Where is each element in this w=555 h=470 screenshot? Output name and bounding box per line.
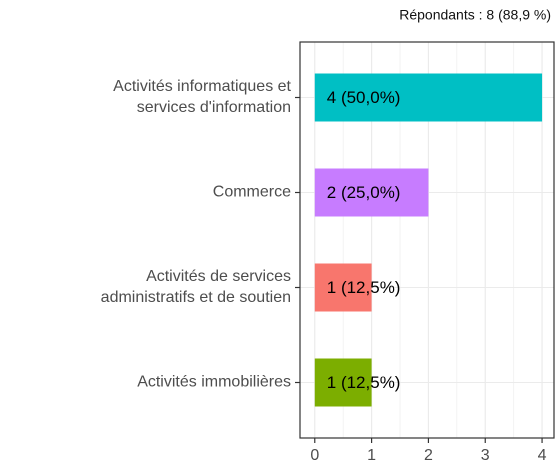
bar-value-label: 2 (25,0%) — [327, 183, 401, 202]
plot-border — [299, 41, 555, 439]
bar — [314, 168, 429, 217]
bar — [314, 263, 372, 312]
x-tick-label: 1 — [367, 447, 376, 464]
y-tick-label: Activités immobilières — [137, 374, 291, 391]
x-tick-label: 4 — [538, 447, 547, 464]
y-tick-label: Activités de services — [146, 268, 291, 285]
bar-value-label: 4 (50,0%) — [327, 88, 401, 107]
x-tick-label: 0 — [310, 447, 319, 464]
y-tick-label: services d'information — [137, 99, 291, 116]
y-tick-label: Activités informatiques et — [113, 78, 291, 95]
y-tick-label: administratifs et de soutien — [101, 289, 291, 306]
bar — [314, 358, 372, 407]
bar-value-label: 1 (12,5%) — [327, 278, 401, 297]
chart-subtitle: Répondants : 8 (88,9 %) — [399, 7, 551, 23]
x-tick-label: 2 — [424, 447, 433, 464]
x-tick-label: 3 — [481, 447, 490, 464]
bar — [314, 73, 543, 122]
y-tick-label: Commerce — [213, 184, 291, 201]
bar-value-label: 1 (12,5%) — [327, 373, 401, 392]
